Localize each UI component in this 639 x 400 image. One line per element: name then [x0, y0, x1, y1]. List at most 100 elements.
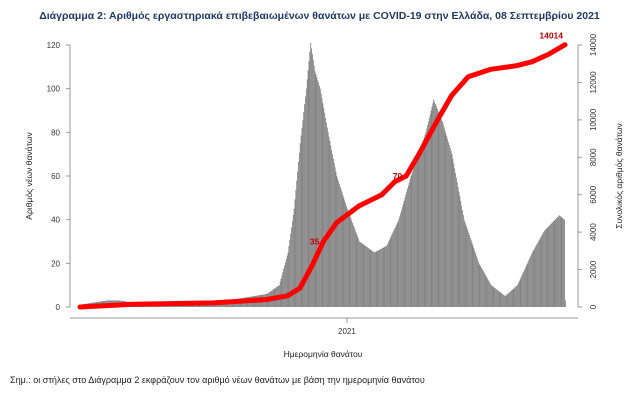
- daily-deaths-bar: [364, 245, 366, 307]
- daily-deaths-bar: [499, 291, 501, 307]
- daily-deaths-bar: [380, 249, 381, 307]
- daily-deaths-bar: [353, 227, 355, 307]
- daily-deaths-bar: [512, 289, 514, 307]
- daily-deaths-bar: [451, 154, 453, 307]
- daily-deaths-bar: [516, 285, 517, 307]
- daily-deaths-bar: [553, 220, 555, 307]
- daily-deaths-bar: [449, 148, 451, 307]
- daily-deaths-bar: [304, 104, 306, 307]
- daily-deaths-bar: [527, 262, 529, 307]
- daily-deaths-bar: [488, 280, 490, 307]
- chart-title: Διάγραμμα 2: Αριθμός εργαστηριακά επιβεβ…: [39, 10, 600, 22]
- daily-deaths-bar: [305, 96, 306, 308]
- daily-deaths-bar: [530, 254, 532, 307]
- daily-deaths-bar: [293, 208, 295, 307]
- daily-deaths-bar: [410, 176, 412, 307]
- daily-deaths-bar: [489, 283, 491, 307]
- daily-deaths-bar: [319, 88, 321, 307]
- daily-deaths-bar: [330, 145, 332, 307]
- daily-deaths-bar: [280, 278, 282, 307]
- daily-deaths-bar: [534, 247, 536, 307]
- daily-deaths-bar: [290, 233, 292, 307]
- daily-deaths-bar: [407, 185, 409, 307]
- daily-deaths-bar: [407, 188, 408, 307]
- daily-deaths-bar: [390, 236, 392, 307]
- daily-deaths-bar: [340, 189, 342, 307]
- daily-deaths-bar: [541, 235, 543, 307]
- y-tick-label: 20: [51, 259, 60, 268]
- daily-deaths-bar: [300, 135, 302, 307]
- daily-deaths-bar: [519, 279, 521, 307]
- daily-deaths-bar: [439, 114, 441, 308]
- daily-deaths-bar: [558, 215, 560, 307]
- daily-deaths-bar: [461, 205, 463, 307]
- daily-deaths-bar: [550, 224, 551, 307]
- daily-deaths-bar: [291, 221, 293, 307]
- daily-deaths-bar: [325, 122, 327, 307]
- daily-deaths-bar: [490, 285, 492, 307]
- daily-deaths-bar: [284, 262, 286, 307]
- daily-deaths-bar: [446, 136, 448, 307]
- daily-deaths-bar: [346, 208, 348, 307]
- daily-deaths-bar: [556, 218, 558, 307]
- y2-tick-label: 6000: [589, 185, 598, 203]
- daily-deaths-bar: [418, 152, 420, 307]
- daily-deaths-bar: [510, 290, 512, 308]
- daily-deaths-bar: [551, 222, 553, 307]
- daily-deaths-bar: [391, 234, 393, 307]
- daily-deaths-bar: [433, 99, 435, 307]
- daily-deaths-bar: [305, 88, 307, 307]
- daily-deaths-bar: [515, 286, 517, 307]
- daily-deaths-bar: [454, 168, 456, 307]
- daily-deaths-bar: [513, 288, 515, 307]
- daily-deaths-bar: [561, 217, 563, 307]
- daily-deaths-bar: [544, 229, 546, 307]
- daily-deaths-bar: [503, 294, 504, 307]
- daily-deaths-bar: [342, 195, 344, 307]
- daily-deaths-bar: [456, 182, 458, 307]
- daily-deaths-bar: [186, 304, 188, 307]
- y2-tick-label: 0: [589, 304, 598, 309]
- daily-deaths-bar: [421, 145, 422, 307]
- daily-deaths-bar: [517, 283, 519, 307]
- daily-deaths-bar: [296, 180, 298, 307]
- daily-deaths-bar: [445, 133, 447, 307]
- daily-deaths-bar: [415, 160, 417, 307]
- daily-deaths-bar: [301, 127, 303, 308]
- daily-deaths-bar: [397, 221, 399, 307]
- daily-deaths-bar: [448, 145, 450, 307]
- daily-deaths-bar: [312, 54, 313, 307]
- daily-deaths-bar: [385, 246, 387, 307]
- daily-deaths-bar: [517, 285, 518, 307]
- daily-deaths-bar: [554, 219, 556, 307]
- daily-deaths-bar: [457, 186, 459, 307]
- daily-deaths-bar: [382, 247, 384, 307]
- daily-deaths-bar: [285, 258, 287, 307]
- daily-deaths-bar: [493, 287, 495, 307]
- daily-deaths-bar: [524, 267, 526, 307]
- daily-deaths-bar: [289, 239, 291, 307]
- daily-deaths-bar: [442, 121, 443, 307]
- daily-deaths-bar: [414, 165, 415, 307]
- daily-deaths-bar: [425, 132, 427, 307]
- daily-deaths-bar: [503, 295, 505, 307]
- daily-deaths-bar: [434, 101, 435, 308]
- daily-deaths-bar: [469, 235, 470, 307]
- daily-deaths-bar: [547, 226, 549, 307]
- bars-layer: [80, 42, 566, 308]
- daily-deaths-bar: [360, 242, 361, 307]
- daily-deaths-bar: [514, 287, 516, 307]
- daily-deaths-bar: [376, 251, 378, 307]
- daily-deaths-bar: [321, 98, 323, 308]
- daily-deaths-bar: [487, 278, 489, 307]
- daily-deaths-bar: [291, 227, 292, 307]
- daily-deaths-bar: [500, 292, 502, 307]
- daily-deaths-bar: [307, 70, 309, 307]
- daily-deaths-bar: [536, 244, 538, 307]
- daily-deaths-bar: [353, 225, 354, 308]
- daily-deaths-bar: [559, 216, 561, 307]
- daily-deaths-bar: [362, 244, 364, 307]
- daily-deaths-bar: [335, 171, 337, 307]
- daily-deaths-bar: [508, 292, 510, 307]
- daily-deaths-bar: [428, 121, 429, 307]
